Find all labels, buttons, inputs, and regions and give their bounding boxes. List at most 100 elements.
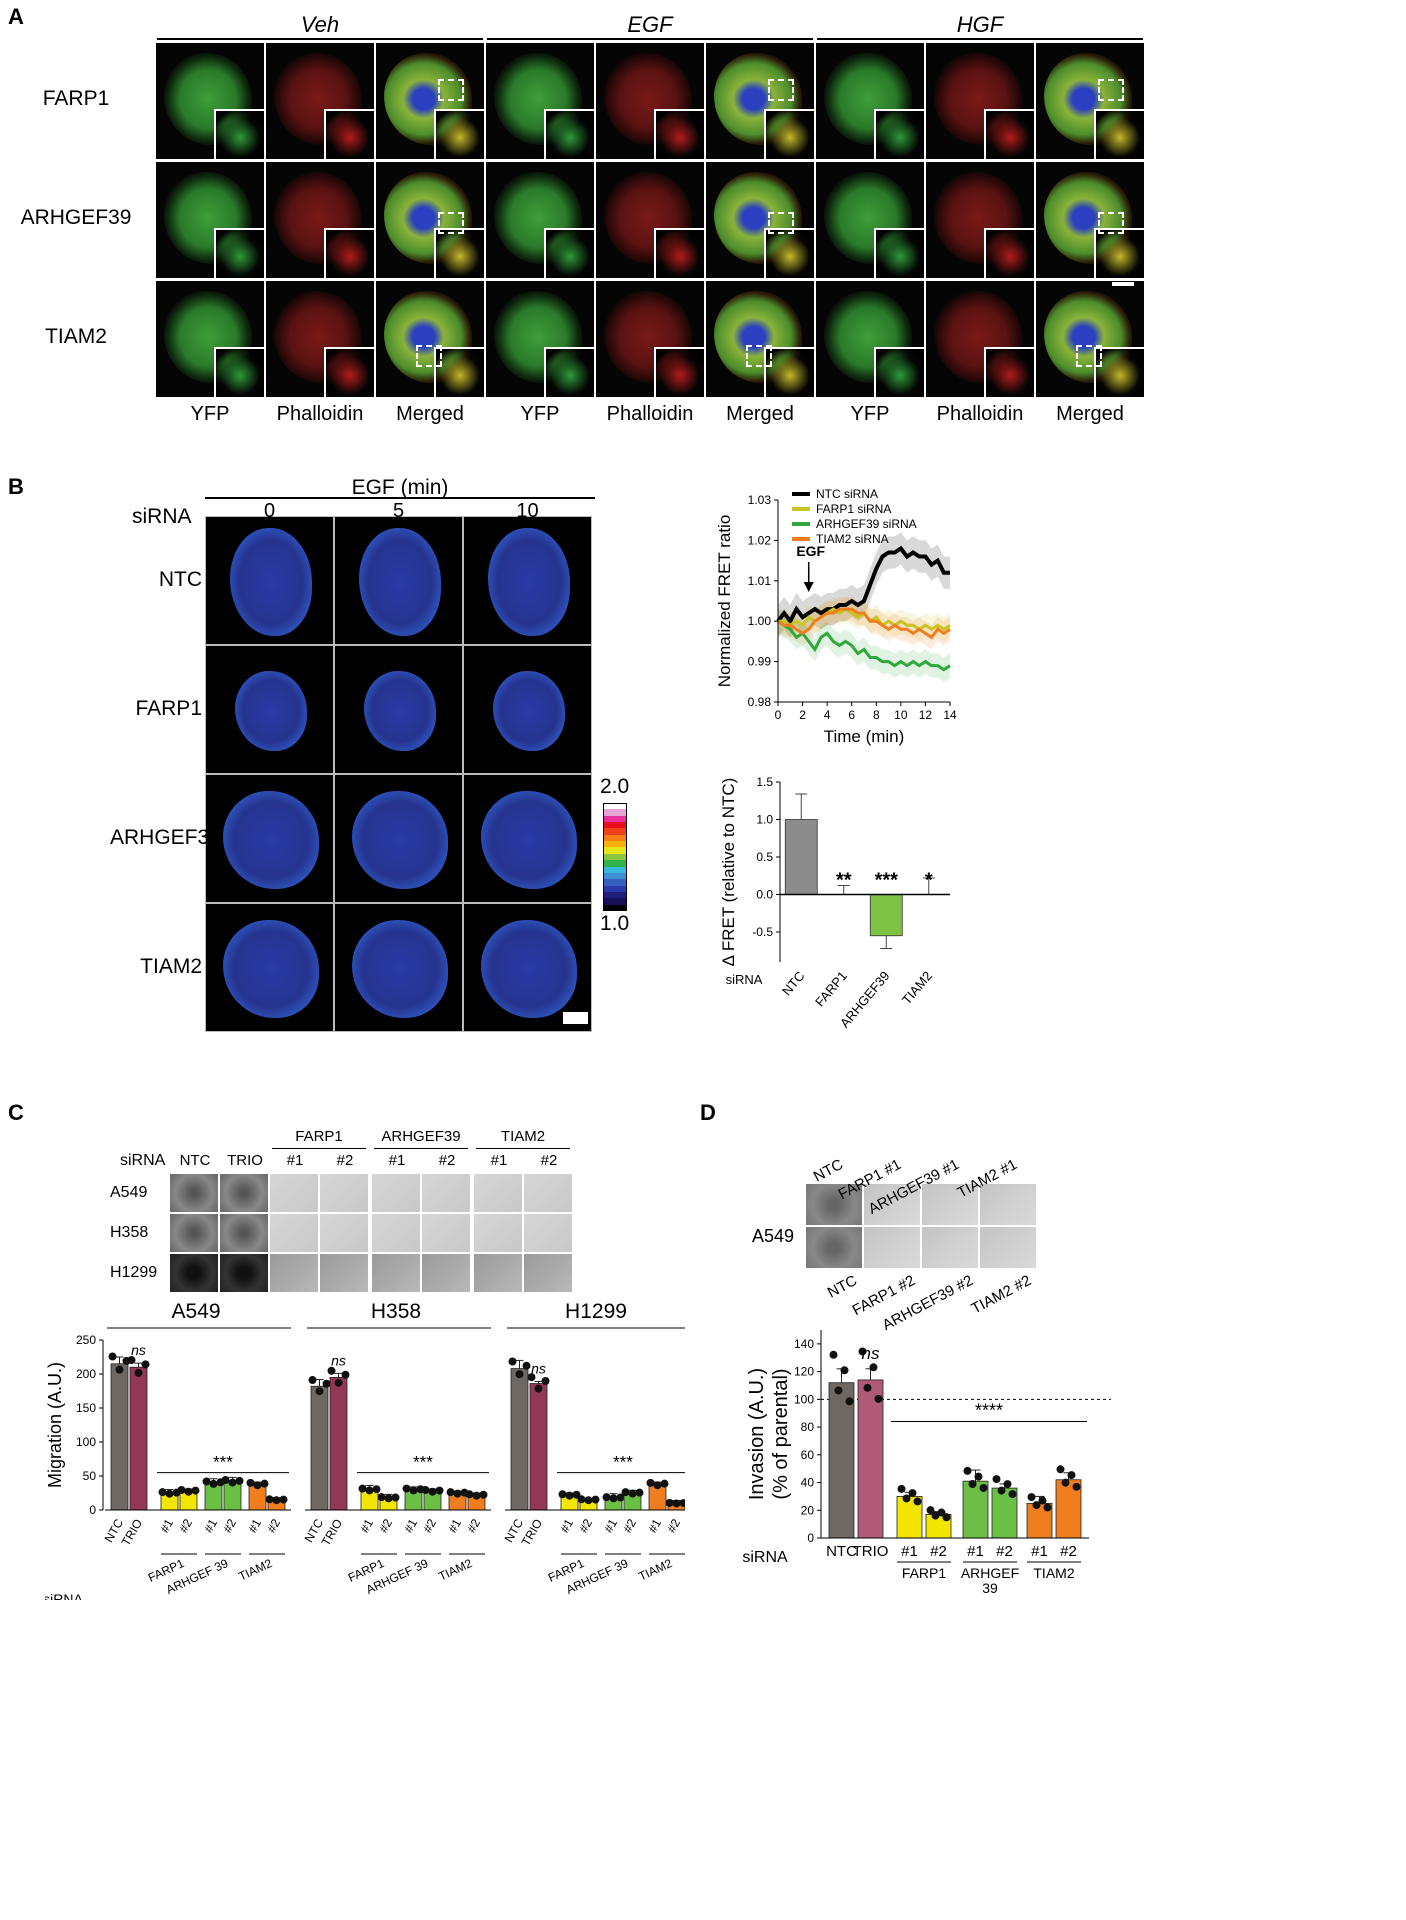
line-xtick-label-5: 10 xyxy=(894,708,908,722)
row-label-a-2: TIAM2 xyxy=(45,325,107,348)
invasion-ytick-label-7: 140 xyxy=(794,1337,814,1351)
migration-image-0-6 xyxy=(474,1174,522,1212)
line-xtick-label-6: 12 xyxy=(919,708,933,722)
migration-cat-1-6: #1 xyxy=(445,1516,464,1535)
invasion-ytick-label-4: 80 xyxy=(801,1420,815,1434)
migration-dot-0-1-2 xyxy=(141,1360,150,1369)
migration-dot-0-2-0 xyxy=(158,1488,167,1497)
migration-dot-2-6-1 xyxy=(653,1481,662,1490)
migration-image-1-4 xyxy=(372,1214,420,1252)
panel-c-row-2: H1299 xyxy=(110,1264,158,1281)
fret-y-title: Δ FRET (relative to NTC) xyxy=(719,778,738,967)
colorbar-step-4 xyxy=(603,828,627,836)
invasion-dot-6-0 xyxy=(1027,1493,1036,1502)
migration-dot-2-5-1 xyxy=(628,1489,637,1498)
invasion-dot-2-0 xyxy=(897,1484,906,1493)
fret-cell-shape-1-0 xyxy=(234,670,307,751)
migration-image-2-0 xyxy=(170,1254,218,1292)
line-xtick-label-1: 2 xyxy=(799,708,806,722)
zoom-box-0-1 xyxy=(438,212,464,234)
migration-dot-1-2-2 xyxy=(372,1485,381,1494)
channel-label-0-0: YFP xyxy=(190,403,230,425)
micrograph-1-2-2 xyxy=(705,280,815,398)
panel-c-group-1: ARHGEF39 xyxy=(381,1128,461,1145)
invasion-dot-7-1 xyxy=(1061,1478,1070,1487)
migration-image-1-5 xyxy=(422,1214,470,1252)
micrograph-1-1-2 xyxy=(705,161,815,279)
fret-cell-0-0 xyxy=(205,516,334,645)
migration-dot-2-5-0 xyxy=(621,1488,630,1497)
migration-dot-1-3-2 xyxy=(391,1493,400,1502)
fret-cell-3-0 xyxy=(205,903,334,1032)
inset-0-1-0 xyxy=(214,228,264,278)
inset-2-2-1 xyxy=(984,347,1034,397)
migration-image-2-3 xyxy=(320,1254,368,1292)
colorbar-step-11 xyxy=(603,872,627,880)
micrograph-2-1-1 xyxy=(925,161,1035,279)
fret-cell-3-1 xyxy=(334,903,463,1032)
migration-image-0-4 xyxy=(372,1174,420,1212)
line-ytick-label-1: 0.99 xyxy=(748,655,772,669)
migration-dot-0-2-1 xyxy=(165,1489,174,1498)
fret-cell-2-0 xyxy=(205,774,334,903)
micrograph-0-2-1 xyxy=(265,280,375,398)
colorbar-step-2 xyxy=(603,815,627,823)
migration-dot-0-0-0 xyxy=(108,1352,117,1361)
micrograph-2-0-2 xyxy=(1035,42,1145,160)
migration-bar-0-1 xyxy=(129,1366,148,1511)
inset-1-0-2 xyxy=(764,109,814,159)
channel-label-1-0: YFP xyxy=(520,403,560,425)
micrograph-1-2-0 xyxy=(485,280,595,398)
inset-0-0-0 xyxy=(214,109,264,159)
fret-ytick-label-1: 0.0 xyxy=(756,888,773,902)
invasion-sub-label-0-0: FARP1 xyxy=(902,1565,947,1581)
migration-y-title: Migration (A.U.) xyxy=(45,1362,65,1488)
invasion-ytick-label-6: 120 xyxy=(794,1365,814,1379)
migration-bar-1-0 xyxy=(310,1385,329,1511)
inset-0-1-1 xyxy=(324,228,374,278)
fret-time-course-chart: 0.98 0.99 1.00 1.01 1.02 1.03 0 2 4 6 8 10 12 14 Time … xyxy=(715,487,957,746)
migration-dot-1-1-0 xyxy=(327,1366,336,1375)
fret-cell-3-2 xyxy=(463,903,592,1032)
migration-dot-0-5-1 xyxy=(228,1478,237,1487)
invasion-dot-6-2 xyxy=(1038,1496,1047,1505)
migration-dot-0-7-1 xyxy=(272,1496,281,1505)
fret-signif-3: * xyxy=(925,870,933,892)
panel-c-group-rule-1 xyxy=(374,1148,468,1149)
fret-cell-2-1 xyxy=(334,774,463,903)
micrograph-0-1-1 xyxy=(265,161,375,279)
invasion-dot-0-2 xyxy=(840,1366,849,1375)
fret-cell-shape-2-1 xyxy=(351,790,448,889)
fret-cell-shape-1-1 xyxy=(363,670,436,751)
migration-dot-0-5-0 xyxy=(221,1476,230,1485)
migration-dot-2-1-0 xyxy=(527,1373,536,1382)
invasion-dot-7-2 xyxy=(1067,1471,1076,1480)
migration-image-2-5 xyxy=(422,1254,470,1292)
panel-label-c: C xyxy=(8,1100,24,1125)
legend-label-3: TIAM2 siRNA xyxy=(816,532,889,546)
migration-ytick-label-4: 200 xyxy=(76,1367,96,1381)
line-xtick-label-4: 8 xyxy=(873,708,880,722)
invasion-cat-1: TRIO xyxy=(853,1543,889,1560)
condition-label-1: EGF xyxy=(627,12,673,37)
migration-dot-2-2-1 xyxy=(565,1491,574,1500)
invasion-dot-0-0 xyxy=(829,1350,838,1359)
migration-dot-1-0-2 xyxy=(322,1379,331,1388)
fret-cell-shape-0-2 xyxy=(487,527,570,636)
condition-rule-1 xyxy=(487,38,813,40)
micrograph-2-2-1 xyxy=(925,280,1035,398)
fret-cell-shape-2-0 xyxy=(222,790,319,889)
fret-x-title: siRNA xyxy=(726,972,763,987)
zoom-box-2-1 xyxy=(1098,212,1124,234)
inset-0-2-2 xyxy=(434,347,484,397)
invasion-sub-label-2-0: TIAM2 xyxy=(1033,1565,1074,1581)
inset-2-1-0 xyxy=(874,228,924,278)
invasion-ytick-label-1: 20 xyxy=(801,1503,815,1517)
invasion-dot-5-1 xyxy=(997,1486,1006,1495)
line-series-2 xyxy=(777,619,951,672)
row-label-b-1: FARP1 xyxy=(135,697,202,720)
invasion-y-title: Invasion (A.U.) xyxy=(746,1368,768,1500)
migration-dot-1-7-0 xyxy=(465,1490,474,1499)
micrograph-1-0-1 xyxy=(595,42,705,160)
